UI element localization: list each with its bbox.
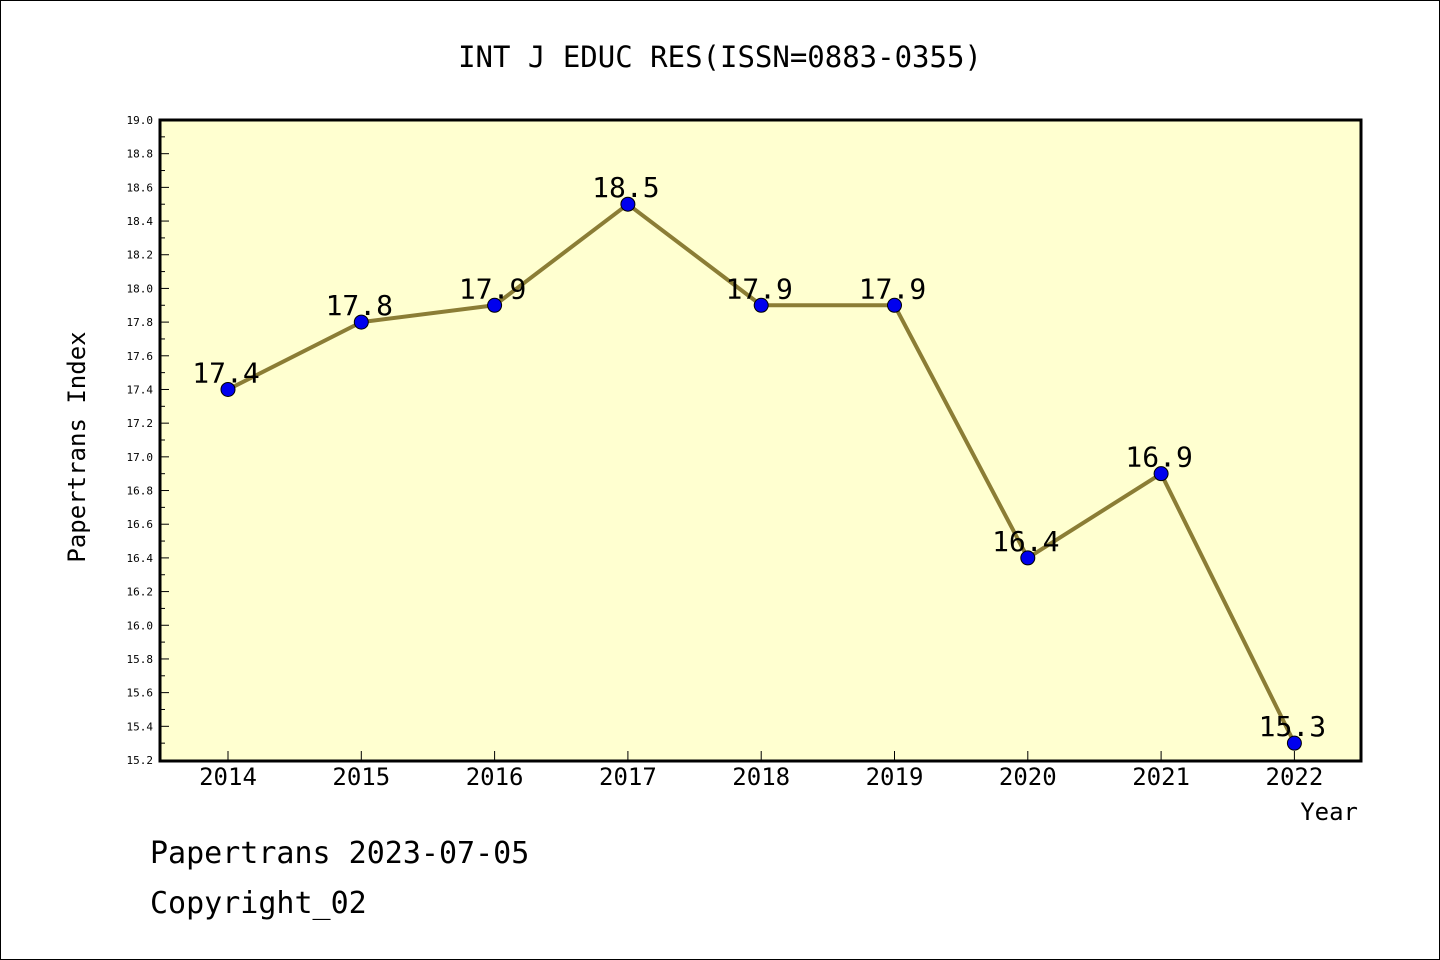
x-axis: 2014 2015 2016 2017 2018 2019 2020 2021 2022 [199, 751, 1323, 791]
plot-area [158, 118, 1363, 763]
data-label: 17.9 [725, 272, 792, 305]
y-tick-label: 17.8 [127, 316, 154, 329]
data-label: 17.4 [192, 356, 259, 389]
data-point [1020, 550, 1036, 566]
y-tick-label: 16.2 [127, 586, 154, 599]
y-axis-title: Papertrans Index [63, 331, 91, 562]
data-point [220, 381, 236, 397]
data-label: 15.3 [1259, 710, 1326, 743]
data-point [1153, 466, 1169, 482]
y-tick-label: 18.8 [127, 148, 154, 161]
data-point [1286, 735, 1302, 751]
y-tick-label: 18.6 [127, 181, 154, 194]
y-tick-label: 15.8 [127, 653, 154, 666]
y-axis: 15.2 15.4 15.6 15.8 16.0 16.2 16.4 16.6 16.8 17.0… [127, 114, 169, 767]
y-tick-label: 17.0 [127, 451, 154, 464]
x-tick-label: 2022 [1266, 763, 1324, 791]
data-point [753, 297, 769, 313]
y-tick-label: 15.4 [127, 720, 154, 733]
y-tick-label: 15.2 [127, 754, 154, 767]
x-tick-label: 2019 [866, 763, 924, 791]
y-tick-label: 16.4 [127, 552, 154, 565]
y-tick-label: 16.0 [127, 619, 154, 632]
y-tick-label: 17.2 [127, 417, 154, 430]
x-tick-label: 2018 [732, 763, 790, 791]
y-tick-label: 15.6 [127, 687, 154, 700]
footer-copyright: Copyright_02 [150, 886, 367, 921]
y-tick-label: 18.2 [127, 249, 154, 262]
data-point [620, 196, 636, 212]
x-tick-label: 2020 [999, 763, 1057, 791]
data-label: 17.8 [326, 289, 393, 322]
data-point [487, 297, 503, 313]
y-tick-label: 17.6 [127, 350, 154, 363]
footer-date: Papertrans 2023-07-05 [150, 836, 530, 871]
y-tick-label: 16.6 [127, 518, 154, 531]
y-tick-label: 18.4 [127, 215, 154, 228]
data-point [887, 297, 902, 313]
y-tick-label: 19.0 [127, 114, 154, 127]
chart-title: INT J EDUC RES(ISSN=0883-0355) [458, 40, 982, 74]
data-label: 17.9 [859, 272, 926, 305]
y-tick-label: 18.0 [127, 282, 154, 295]
y-tick-label: 17.4 [127, 383, 154, 396]
x-axis-title: Year [1300, 798, 1358, 826]
x-tick-label: 2015 [332, 763, 390, 791]
x-tick-label: 2021 [1132, 763, 1190, 791]
data-label: 16.4 [992, 525, 1059, 558]
x-tick-label: 2017 [599, 763, 657, 791]
y-tick-label: 16.8 [127, 485, 154, 498]
data-point [353, 314, 369, 330]
data-label: 18.5 [592, 171, 659, 204]
x-tick-label: 2016 [466, 763, 524, 791]
data-label: 16.9 [1125, 441, 1192, 474]
x-tick-label: 2014 [199, 763, 257, 791]
series-layer: 17.4 17.8 17.9 18.5 17.9 17.9 16.4 16.9 15.3 [192, 171, 1326, 751]
data-label: 17.9 [459, 272, 526, 305]
